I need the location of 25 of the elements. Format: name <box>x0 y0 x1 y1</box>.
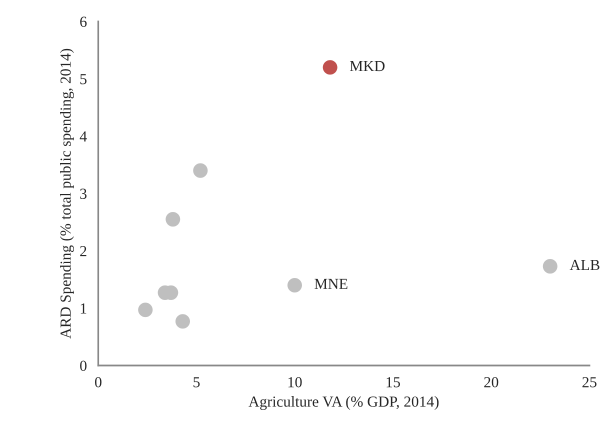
point <box>542 259 558 274</box>
x-tick-label: 5 <box>194 377 200 388</box>
y-tick-label: 6 <box>80 16 87 27</box>
x-tick-label: 25 <box>582 377 596 388</box>
x-tick-label: 0 <box>95 377 102 388</box>
y-tick-label: 5 <box>80 74 87 84</box>
point <box>175 314 190 329</box>
annotation: MNE <box>314 278 348 289</box>
annotation: MKD <box>350 61 385 72</box>
y-tick-label: 3 <box>80 188 87 199</box>
x-tick-label: 10 <box>288 377 302 388</box>
x-tick-label: 15 <box>386 377 400 388</box>
x-axis-title: Agriculture VA (% GDP, 2014) <box>248 396 439 410</box>
y-axis-title: ARD Spending (% total public spending, 2014) <box>60 48 74 339</box>
y-tick-label: 2 <box>80 246 86 256</box>
point <box>322 60 338 75</box>
point <box>193 163 208 178</box>
y-tick-label: 0 <box>80 360 87 371</box>
annotation: ALB <box>570 260 600 270</box>
point <box>138 302 153 318</box>
point <box>166 212 180 227</box>
y-tick-label: 4 <box>80 131 87 142</box>
point <box>287 278 302 293</box>
y-tick-label: 1 <box>80 303 86 314</box>
x-tick-label: 20 <box>484 377 498 388</box>
